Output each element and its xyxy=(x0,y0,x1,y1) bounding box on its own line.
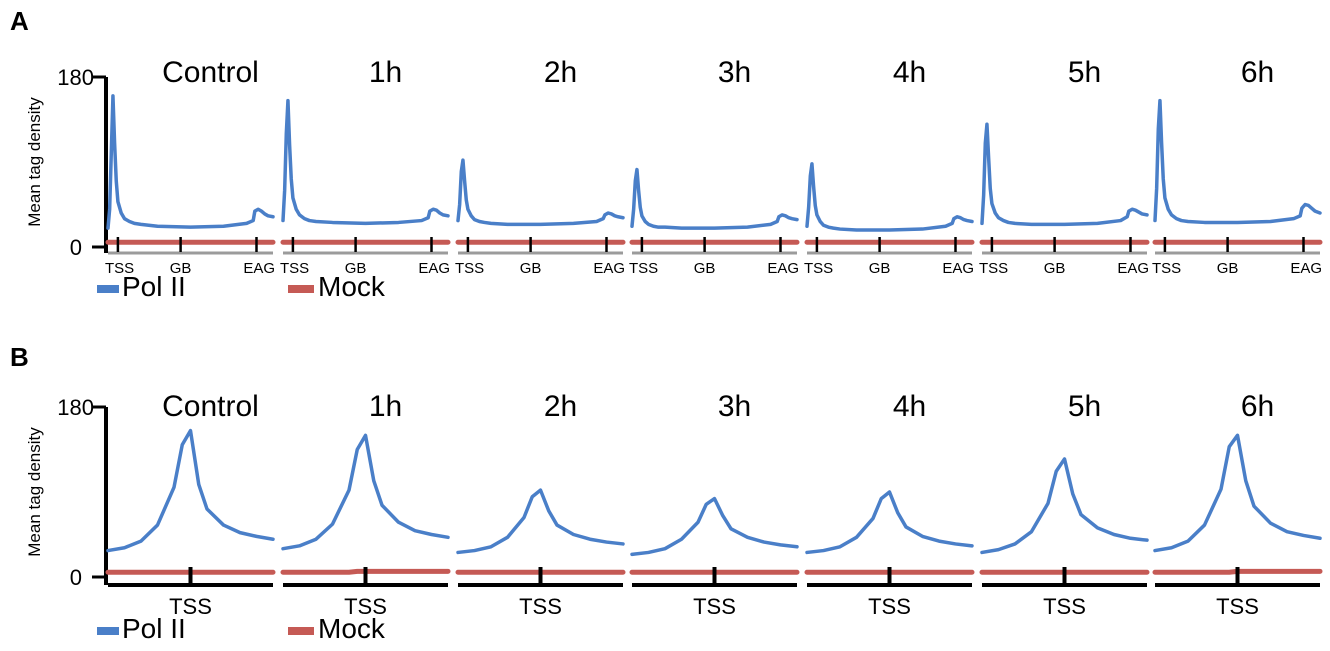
subplot-title: Control xyxy=(162,56,259,89)
subplot-title: 4h xyxy=(893,390,926,423)
legend-swatch-mock xyxy=(288,285,314,293)
y-tick-label: 180 xyxy=(57,395,94,420)
x-tick-label: TSS xyxy=(280,260,309,277)
subplot-title: 2h xyxy=(544,56,577,89)
panel-label-b: B xyxy=(10,342,29,372)
x-tick-label: EAG xyxy=(942,260,974,277)
y-tick-label: 0 xyxy=(70,565,82,590)
subplot-title: 1h xyxy=(369,56,402,89)
subplot-title: 1h xyxy=(369,390,402,423)
series-line-pol2 xyxy=(1153,98,1322,225)
y-axis-label: Mean tag density xyxy=(25,97,44,227)
subplot-title: 6h xyxy=(1241,56,1274,89)
legend-swatch-mock xyxy=(288,627,314,635)
x-tick-label: TSS xyxy=(1152,260,1181,277)
subplot-title: 5h xyxy=(1068,56,1101,89)
series-line-pol2 xyxy=(980,122,1149,227)
subplot-title: 6h xyxy=(1241,390,1274,423)
subplot-title: 2h xyxy=(544,390,577,423)
series-line-pol2 xyxy=(106,428,275,553)
legend-label-mock: Mock xyxy=(318,271,386,302)
x-tick-label: GB xyxy=(869,260,891,277)
x-tick-label: EAG xyxy=(1290,260,1322,277)
series-line-pol2 xyxy=(456,488,625,555)
x-tick-label: TSS xyxy=(1043,594,1086,619)
x-tick-label: TSS xyxy=(519,594,562,619)
legend-label-mock: Mock xyxy=(318,613,386,644)
series-line-pol2 xyxy=(281,433,450,551)
x-tick-label: EAG xyxy=(243,260,275,277)
x-tick-label: EAG xyxy=(418,260,450,277)
x-tick-label: TSS xyxy=(105,260,134,277)
subplot-title: Control xyxy=(162,390,259,423)
x-tick-label: TSS xyxy=(344,594,387,619)
legend-swatch-pol2 xyxy=(97,285,119,293)
x-tick-label: GB xyxy=(1217,260,1239,277)
x-tick-label: TSS xyxy=(979,260,1008,277)
y-tick-label: 0 xyxy=(70,235,82,260)
x-tick-label: EAG xyxy=(593,260,625,277)
series-line-pol2 xyxy=(980,457,1149,555)
subplot-title: 5h xyxy=(1068,390,1101,423)
series-line-pol2 xyxy=(1153,433,1322,553)
x-tick-label: GB xyxy=(170,260,192,277)
series-line-pol2 xyxy=(106,94,275,230)
series-line-pol2 xyxy=(630,496,799,557)
panel-label-a: A xyxy=(10,6,29,36)
series-line-pol2 xyxy=(805,162,974,232)
x-tick-label: TSS xyxy=(1216,594,1259,619)
legend-label-pol2: Pol II xyxy=(122,613,186,644)
x-tick-label: EAG xyxy=(767,260,799,277)
y-tick-label: 180 xyxy=(57,65,94,90)
x-tick-label: EAG xyxy=(1117,260,1149,277)
x-tick-label: GB xyxy=(694,260,716,277)
x-tick-label: TSS xyxy=(455,260,484,277)
legend-swatch-pol2 xyxy=(97,627,119,635)
series-line-pol2 xyxy=(805,490,974,555)
series-line-pol2 xyxy=(630,167,799,230)
x-tick-label: TSS xyxy=(868,594,911,619)
subplot-title: 4h xyxy=(893,56,926,89)
subplot-title: 3h xyxy=(718,56,751,89)
series-line-pol2 xyxy=(281,98,450,226)
x-tick-label: GB xyxy=(1044,260,1066,277)
y-axis-label: Mean tag density xyxy=(25,427,44,557)
series-line-pol2 xyxy=(456,158,625,227)
x-tick-label: TSS xyxy=(629,260,658,277)
legend-label-pol2: Pol II xyxy=(122,271,186,302)
x-tick-label: TSS xyxy=(169,594,212,619)
subplot-title: 3h xyxy=(718,390,751,423)
x-tick-label: TSS xyxy=(804,260,833,277)
x-tick-label: GB xyxy=(520,260,542,277)
x-tick-label: TSS xyxy=(693,594,736,619)
x-tick-label: GB xyxy=(345,260,367,277)
